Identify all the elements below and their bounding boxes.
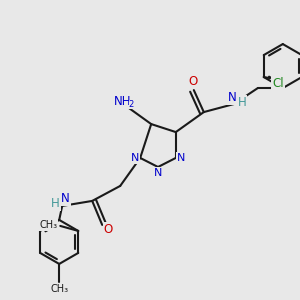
- Text: H: H: [237, 96, 246, 109]
- Text: N: N: [154, 168, 162, 178]
- Text: N: N: [227, 91, 236, 103]
- Text: N: N: [61, 192, 70, 206]
- Text: N: N: [131, 153, 140, 163]
- Text: O: O: [188, 75, 197, 88]
- Text: 2: 2: [129, 100, 134, 109]
- Text: H: H: [51, 197, 60, 210]
- Text: O: O: [103, 224, 113, 236]
- Text: N: N: [177, 153, 185, 163]
- Text: CH₃: CH₃: [39, 220, 57, 230]
- Text: NH: NH: [113, 94, 131, 108]
- Text: CH₃: CH₃: [50, 284, 68, 294]
- Text: Cl: Cl: [272, 76, 284, 90]
